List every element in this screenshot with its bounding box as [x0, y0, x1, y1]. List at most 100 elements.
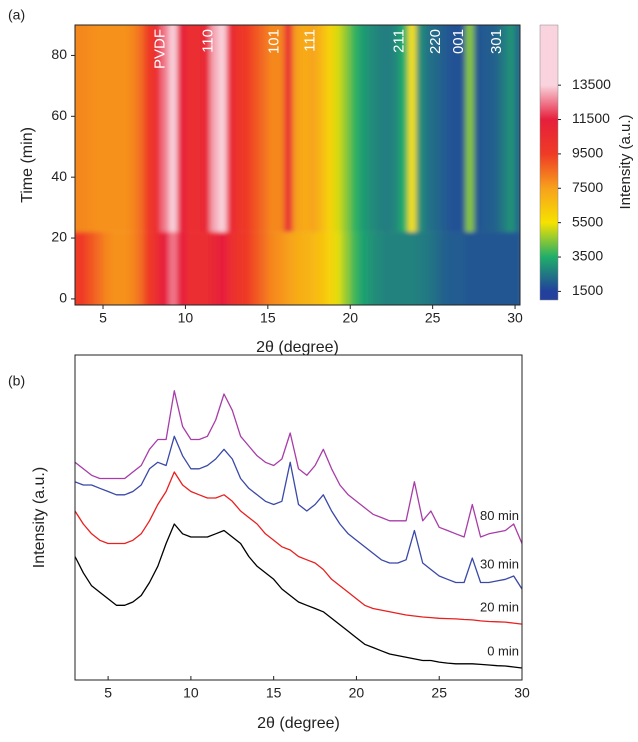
- heat-cell: [177, 231, 187, 305]
- peak-label: 111: [302, 29, 319, 52]
- heat-cell: [127, 231, 137, 305]
- heat-cell: [515, 25, 520, 232]
- colorbar-tick-label: 3500: [572, 248, 603, 264]
- heat-cell: [152, 25, 162, 232]
- heat-cell: [440, 25, 450, 232]
- series-label: 20 min: [480, 600, 519, 615]
- heat-cell: [325, 25, 335, 232]
- heat-cell: [482, 25, 491, 232]
- heat-cell: [144, 25, 154, 232]
- heat-cell: [465, 231, 475, 305]
- heat-cell: [424, 25, 434, 232]
- peak-label: 110: [199, 29, 216, 53]
- heat-cell: [473, 25, 483, 232]
- panel-label: (a): [8, 7, 25, 23]
- heat-cell: [210, 231, 219, 305]
- heat-cell: [440, 231, 450, 305]
- heat-cell: [234, 25, 244, 232]
- x-tick-label: 15: [266, 685, 282, 701]
- heat-cell: [342, 231, 351, 305]
- x-tick-label: 30: [507, 310, 523, 326]
- heat-cell: [185, 25, 195, 232]
- heat-cell: [201, 231, 211, 305]
- heat-cell: [424, 231, 434, 305]
- heat-cell: [391, 231, 401, 305]
- plot-frame: [74, 24, 521, 306]
- heat-cell: [127, 25, 137, 232]
- heat-cell: [251, 25, 261, 232]
- heat-cell: [111, 231, 121, 305]
- series-label: 80 min: [480, 508, 519, 523]
- heat-cell: [243, 231, 252, 305]
- peak-label: PVDF: [152, 29, 169, 69]
- heat-cell: [259, 25, 269, 232]
- heat-cell: [333, 231, 343, 305]
- heat-cell: [498, 231, 508, 305]
- y-axis-label: Intensity (a.u.): [31, 467, 48, 568]
- heat-cell: [284, 231, 294, 305]
- heat-cell: [185, 231, 195, 305]
- heat-cell: [103, 25, 112, 232]
- plot-frame: [74, 354, 523, 681]
- heat-cell: [449, 25, 458, 232]
- heat-cell: [391, 25, 401, 232]
- heat-cell: [193, 231, 203, 305]
- heat-cell: [358, 231, 368, 305]
- x-tick-label: 5: [99, 310, 107, 326]
- heat-cell: [350, 231, 360, 305]
- y-tick-label: 80: [51, 46, 67, 62]
- heat-cell: [498, 25, 508, 232]
- heat-cell: [350, 25, 360, 232]
- y-axis-label: Time (min): [19, 127, 36, 203]
- heat-cell: [276, 25, 285, 232]
- heat-cell: [168, 25, 178, 232]
- peak-label: 001: [450, 29, 467, 54]
- heatmap: [75, 25, 520, 305]
- heat-cell: [259, 231, 269, 305]
- heat-cell: [251, 231, 261, 305]
- y-tick-label: 20: [51, 229, 67, 245]
- heat-cell: [234, 231, 244, 305]
- x-tick-label: 25: [425, 310, 441, 326]
- heat-cell: [416, 231, 426, 305]
- heat-cell: [267, 25, 277, 232]
- heat-cell: [284, 25, 294, 232]
- panel-label: (b): [8, 373, 25, 389]
- heat-cell: [383, 25, 393, 232]
- y-tick-label: 40: [51, 168, 67, 184]
- x-tick-label: 20: [342, 310, 358, 326]
- peak-label: 301: [488, 29, 505, 54]
- heat-cell: [383, 231, 393, 305]
- heat-cell: [432, 25, 442, 232]
- heat-cell: [243, 25, 252, 232]
- x-tick-label: 30: [514, 685, 530, 701]
- x-tick-label: 20: [349, 685, 365, 701]
- series-line: [75, 471, 522, 625]
- heat-cell: [276, 231, 285, 305]
- heat-cell: [226, 25, 236, 232]
- colorbar-tick-label: 7500: [572, 179, 603, 195]
- heatmap-area: [75, 25, 520, 305]
- heat-cell: [152, 231, 162, 305]
- heat-cell: [317, 25, 327, 232]
- series-line: [75, 390, 522, 544]
- heat-cell: [135, 25, 145, 232]
- heat-cell: [292, 25, 302, 232]
- heat-cell: [103, 231, 112, 305]
- heat-cell: [432, 231, 442, 305]
- colorbar-tick-label: 5500: [572, 213, 603, 229]
- heat-cell: [407, 231, 417, 305]
- heat-cell: [515, 231, 520, 305]
- colorbar-label: Intensity (a.u.): [617, 114, 634, 209]
- colorbar-tick-label: 13500: [572, 76, 611, 92]
- heat-cell: [465, 25, 475, 232]
- series-line: [75, 435, 522, 590]
- heat-cell: [160, 25, 170, 232]
- heat-cell: [300, 231, 310, 305]
- x-axis-label: 2θ (degree): [257, 715, 340, 732]
- heat-cell: [168, 231, 178, 305]
- heat-cell: [292, 231, 302, 305]
- x-tick-label: 5: [104, 685, 112, 701]
- colorbar-tick-label: 11500: [572, 110, 610, 126]
